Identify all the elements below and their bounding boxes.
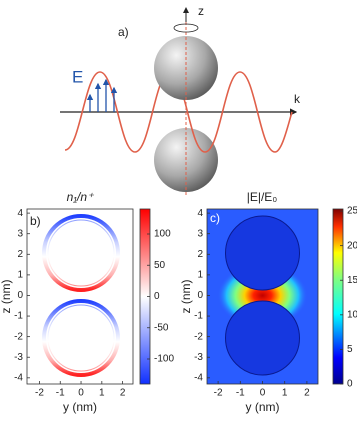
- field-label: E: [72, 67, 83, 86]
- y-tick-label: -1: [194, 311, 203, 322]
- colorbar-tick-label: 10: [347, 309, 357, 320]
- x-tick-label: 2: [304, 388, 310, 399]
- x-tick-label: 1: [99, 388, 105, 399]
- colorbar-tick-label: 15: [347, 275, 357, 286]
- panel-title: |E|/E₀: [247, 190, 278, 204]
- colorbar: [333, 209, 343, 384]
- colorbar: [140, 209, 150, 384]
- y-tick-label: -4: [14, 372, 23, 383]
- y-tick-label: 4: [17, 208, 23, 219]
- x-tick-label: -1: [236, 388, 245, 399]
- colorbar-tick-label: 0: [347, 379, 353, 390]
- heatmap-c: [207, 209, 318, 384]
- x-axis-label: y (nm): [246, 400, 280, 414]
- k-label: k: [294, 92, 301, 106]
- y-tick-label: 2: [197, 249, 203, 260]
- panel-a: a) z k E: [60, 4, 301, 195]
- y-axis-label: z (nm): [0, 280, 13, 314]
- x-tick-label: 0: [260, 388, 266, 399]
- x-axis-label: y (nm): [63, 400, 97, 414]
- colorbar-tick-label: -50: [154, 322, 169, 333]
- y-tick-label: 1: [17, 270, 23, 281]
- heatmap-b: [27, 209, 133, 384]
- y-tick-label: -3: [194, 352, 203, 363]
- colorbar-tick-label: 0: [154, 291, 160, 302]
- x-tick-label: 0: [78, 388, 84, 399]
- y-tick-label: 0: [17, 290, 23, 301]
- y-tick-label: -2: [194, 331, 203, 342]
- y-tick-label: 0: [197, 290, 203, 301]
- y-tick-label: 4: [197, 208, 203, 219]
- panel-label: a): [118, 25, 129, 39]
- colorbar-tick-label: 25: [347, 206, 357, 217]
- colorbar-tick-label: -100: [154, 354, 174, 365]
- panel-label: c): [210, 211, 220, 225]
- y-tick-label: -2: [14, 331, 23, 342]
- y-tick-label: 1: [197, 270, 203, 281]
- y-tick-label: 3: [17, 228, 23, 239]
- x-tick-label: -2: [214, 388, 223, 399]
- rotation: [173, 23, 199, 33]
- y-axis-label: z (nm): [179, 280, 193, 314]
- colorbar-tick-label: 100: [154, 229, 171, 240]
- x-tick-label: -1: [56, 388, 65, 399]
- y-tick-label: -3: [14, 352, 23, 363]
- colorbar-frame: [332, 208, 344, 385]
- x-tick-label: 1: [282, 388, 288, 399]
- panel-title: n₁/n⁺: [67, 190, 95, 204]
- y-tick-label: 3: [197, 228, 203, 239]
- colorbar-tick-label: 20: [347, 240, 357, 251]
- colorbar-tick-label: 50: [154, 260, 166, 271]
- plot-frame: [26, 208, 134, 385]
- panel-label: b): [30, 214, 41, 228]
- x-tick-label: -2: [35, 388, 44, 399]
- y-tick-label: -4: [194, 372, 203, 383]
- colorbar-tick-label: 5: [347, 344, 353, 355]
- y-tick-label: 2: [17, 249, 23, 260]
- z-label: z: [198, 4, 204, 18]
- y-tick-label: -1: [14, 311, 23, 322]
- x-tick-label: 2: [120, 388, 126, 399]
